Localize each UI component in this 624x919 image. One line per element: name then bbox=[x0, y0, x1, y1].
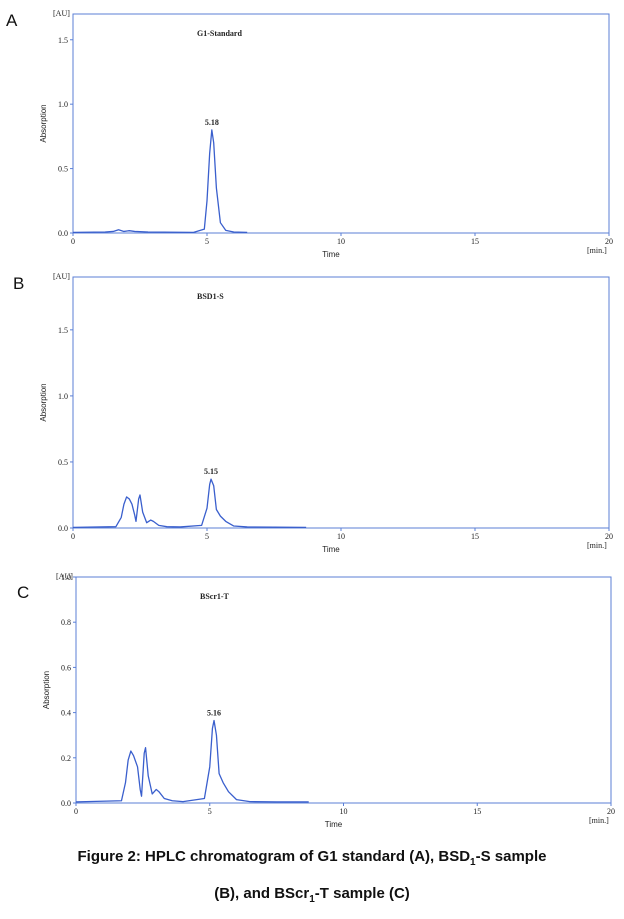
x-tick-label: 10 bbox=[340, 807, 348, 816]
caption-subscript: 1 bbox=[470, 857, 476, 868]
y-tick-label: 0.0 bbox=[58, 229, 68, 238]
caption-text: Figure 2: HPLC chromatogram of G1 standa… bbox=[77, 848, 471, 865]
y-axis-title: Absorption bbox=[42, 671, 51, 709]
y-tick-label: 0.0 bbox=[58, 524, 68, 533]
x-tick-label: 15 bbox=[471, 237, 479, 246]
series-line bbox=[72, 129, 248, 234]
x-tick-label: 15 bbox=[473, 807, 481, 816]
y-unit-label: [AU] bbox=[53, 272, 70, 281]
panel-letter: C bbox=[17, 583, 29, 602]
y-tick-label: 0.0 bbox=[61, 799, 71, 808]
x-tick-label: 20 bbox=[607, 807, 615, 816]
x-axis-title: Time bbox=[325, 820, 343, 829]
plot-frame bbox=[72, 13, 610, 234]
chart-panel-b: B 0.0 0.5 1.0 1.5 0 5 10 15 20 [AU] [min.] Time Absor… bbox=[13, 272, 613, 554]
peak-label: 5.16 bbox=[207, 709, 221, 718]
x-tick-label: 10 bbox=[337, 532, 345, 541]
x-tick-label: 0 bbox=[71, 237, 75, 246]
x-axis-title: Time bbox=[322, 545, 340, 554]
y-tick-label: 1.0 bbox=[58, 100, 68, 109]
panel-letter: A bbox=[6, 11, 18, 30]
x-tick-label: 5 bbox=[205, 532, 209, 541]
caption-subscript: 1 bbox=[309, 894, 315, 905]
plot-frame bbox=[75, 576, 612, 804]
x-unit-label: [min.] bbox=[587, 541, 607, 550]
x-unit-label: [min.] bbox=[589, 816, 609, 825]
y-tick-label: 0.2 bbox=[61, 754, 71, 763]
y-tick-label: 1.5 bbox=[58, 36, 68, 45]
x-tick-label: 0 bbox=[71, 532, 75, 541]
caption-text: -S sample bbox=[475, 848, 547, 865]
figure-caption-line-2: (B), and BScr1-T sample (C) bbox=[0, 885, 624, 905]
y-tick-label: 0.5 bbox=[58, 458, 68, 467]
y-tick-label: 1.5 bbox=[58, 326, 68, 335]
x-tick-label: 20 bbox=[605, 237, 613, 246]
x-tick-label: 5 bbox=[208, 807, 212, 816]
x-tick-label: 15 bbox=[471, 532, 479, 541]
x-tick-label: 10 bbox=[337, 237, 345, 246]
y-tick-label: 1.0 bbox=[58, 392, 68, 401]
y-tick-label: 0.8 bbox=[61, 618, 71, 627]
series-line bbox=[75, 719, 309, 803]
x-unit-label: [min.] bbox=[587, 246, 607, 255]
peak-label: 5.18 bbox=[205, 118, 219, 127]
y-unit-label: [AU] bbox=[56, 572, 73, 581]
series-line bbox=[72, 478, 307, 528]
chart-title: BSD1-S bbox=[197, 292, 224, 301]
x-tick-label: 20 bbox=[605, 532, 613, 541]
y-tick-label: 0.5 bbox=[58, 165, 68, 174]
chart-panel-a: A 0.0 0.5 1.0 1.5 0 5 10 15 20 [AU] [min.] Time Absor… bbox=[6, 9, 613, 259]
x-tick-label: 0 bbox=[74, 807, 78, 816]
y-tick-label: 0.6 bbox=[61, 663, 71, 672]
y-axis-title: Absorption bbox=[39, 383, 48, 421]
caption-text: -T sample (C) bbox=[314, 885, 410, 902]
caption-text: (B), and BScr bbox=[214, 885, 310, 902]
chart-title: G1-Standard bbox=[197, 29, 242, 38]
y-unit-label: [AU] bbox=[53, 9, 70, 18]
peak-label: 5.15 bbox=[204, 467, 218, 476]
plot-frame bbox=[72, 276, 610, 529]
figure-caption-line-1: Figure 2: HPLC chromatogram of G1 standa… bbox=[0, 848, 624, 868]
x-axis-title: Time bbox=[322, 250, 340, 259]
chart-title: BScr1-T bbox=[200, 592, 230, 601]
y-tick-label: 1.0 bbox=[61, 573, 71, 582]
panel-letter: B bbox=[13, 274, 24, 293]
chart-panel-c: C 0.0 0.2 0.4 0.6 0.8 1.0 0 5 10 15 20 [AU] [min.] Tim… bbox=[17, 572, 615, 829]
y-axis-title: Absorption bbox=[39, 104, 48, 142]
x-tick-label: 5 bbox=[205, 237, 209, 246]
y-tick-label: 0.4 bbox=[61, 709, 71, 718]
